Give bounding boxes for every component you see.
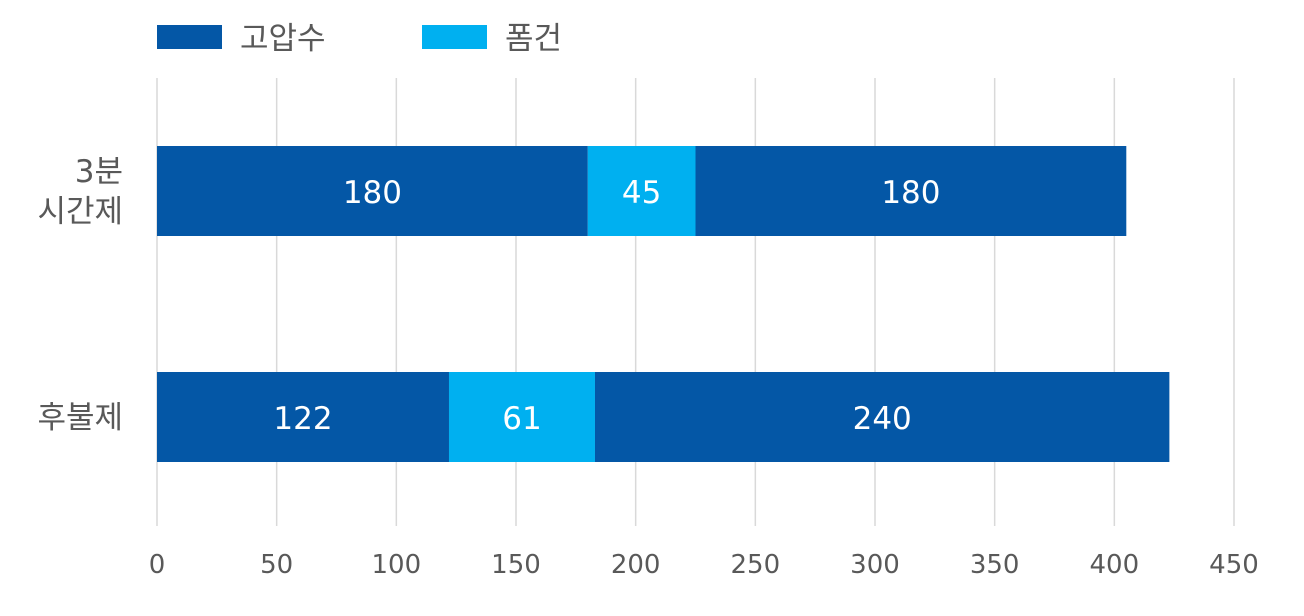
bar-segment (157, 146, 588, 236)
bar-data-label: 122 (273, 401, 332, 437)
bar-data-label: 45 (622, 175, 661, 211)
legend-label: 폼건 (505, 21, 562, 57)
bar-data-labels: 180 45 180 122 61 240 (273, 175, 940, 437)
bar-data-label: 240 (853, 401, 912, 437)
y-category-label: 3분 시간제 (37, 154, 123, 230)
x-tick-label: 150 (491, 550, 541, 580)
x-tick-label: 200 (611, 550, 661, 580)
bar-segment (695, 146, 1127, 236)
x-tick-label: 350 (970, 550, 1020, 580)
bar-data-label: 180 (343, 175, 402, 211)
x-tick-label: 400 (1090, 550, 1140, 580)
legend-swatch (157, 25, 222, 49)
x-tick-label: 50 (260, 550, 293, 580)
x-axis-tick-labels: 0 50 100 150 200 250 300 350 400 450 (149, 550, 1259, 580)
bar-segment (594, 372, 1170, 462)
bar-segment (157, 372, 449, 462)
bars (157, 146, 1170, 462)
legend-label: 고압수 (240, 21, 326, 57)
bar-segment (448, 372, 595, 462)
x-tick-label: 450 (1209, 550, 1259, 580)
bar-data-label: 61 (502, 401, 541, 437)
bar-segment (587, 146, 696, 236)
bar-data-label: 180 (881, 175, 940, 211)
x-tick-label: 300 (850, 550, 900, 580)
x-tick-label: 100 (372, 550, 422, 580)
x-tick-label: 0 (149, 550, 166, 580)
x-tick-label: 250 (731, 550, 781, 580)
legend: 고압수 폼건 (157, 21, 562, 57)
legend-swatch (422, 25, 487, 49)
y-category-label: 후불제 (37, 400, 123, 436)
